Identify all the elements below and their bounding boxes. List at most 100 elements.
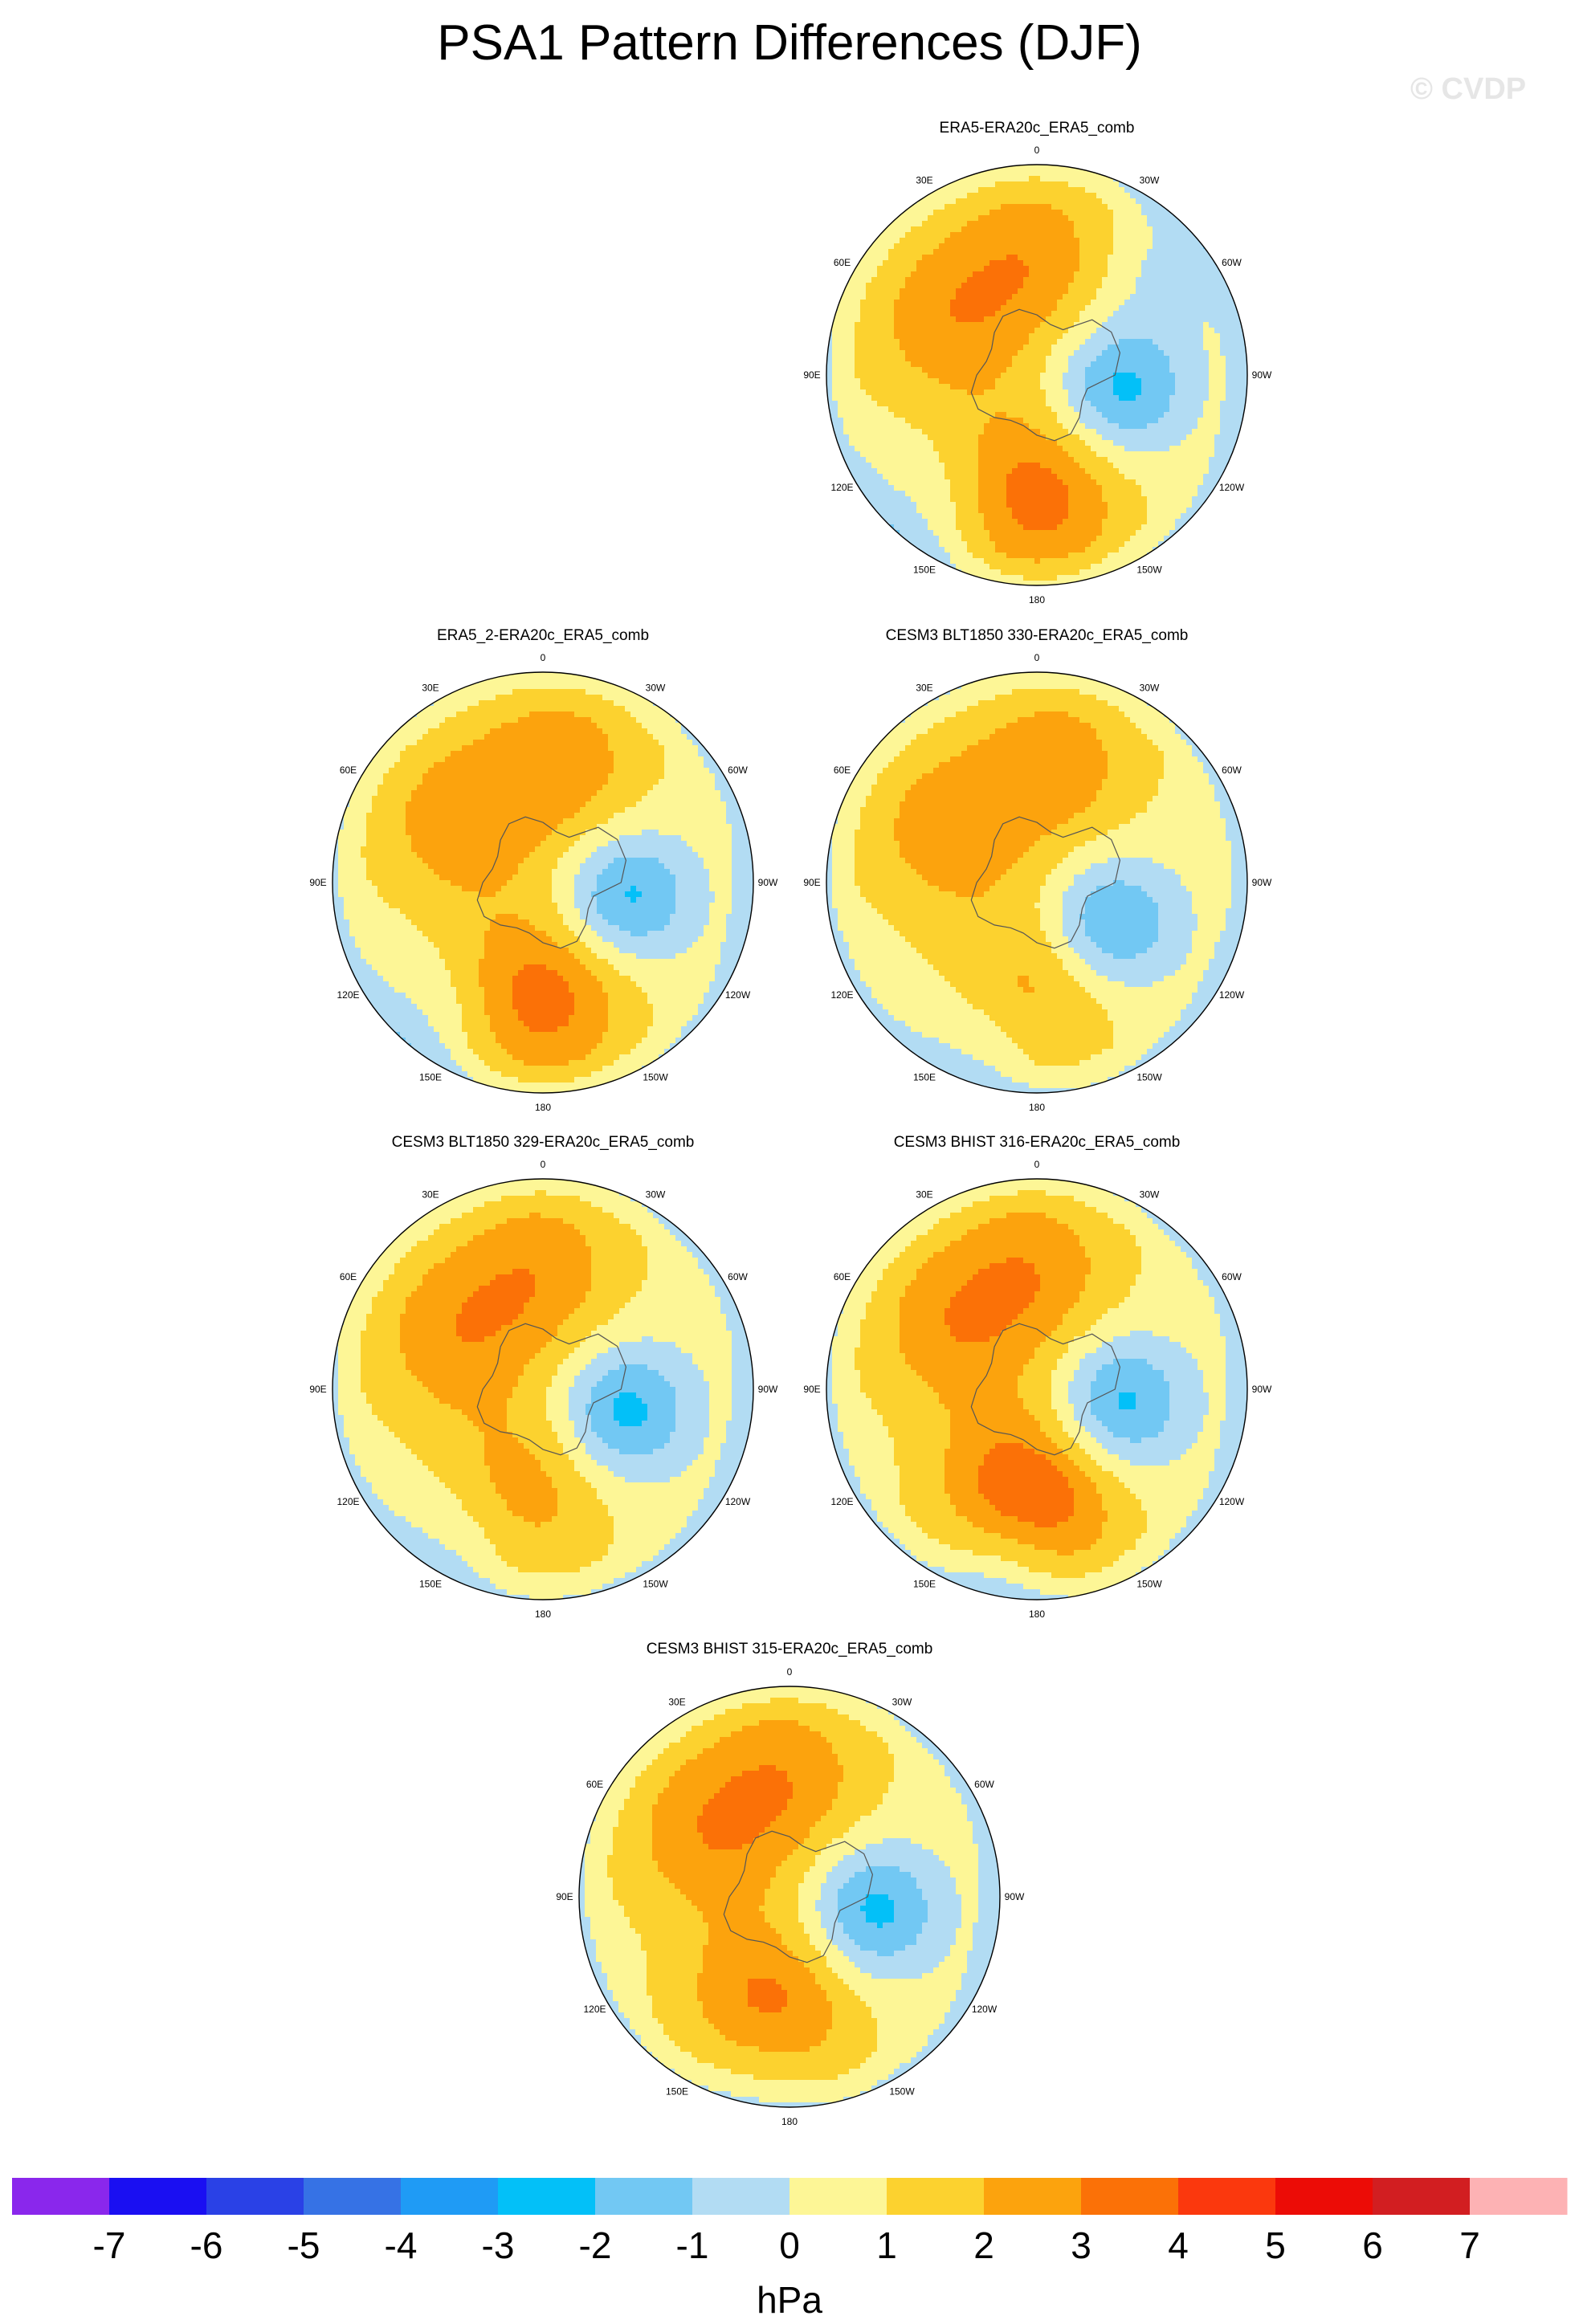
colorbar-swatch [304,2178,402,2215]
longitude-label: 180 [1029,1102,1045,1113]
longitude-label: 60E [834,764,851,776]
longitude-label: 180 [1029,1608,1045,1620]
longitude-label: 30E [422,683,439,694]
colorbar-swatch [692,2178,790,2215]
longitude-label: 60W [728,1271,748,1282]
shaded-field [826,672,1247,1093]
antarctica-coastline [970,308,1121,442]
colorbar-swatch [1081,2178,1179,2215]
panel-title-3: CESM3 BLT1850 330-ERA20c_ERA5_comb [886,627,1189,644]
longitude-label: 30E [916,683,932,694]
longitude-label: 30E [422,1189,439,1201]
longitude-label: 180 [781,2116,798,2127]
longitude-label: 120E [830,482,853,493]
colorbar-swatch [12,2178,110,2215]
shaded-field [826,1179,1247,1600]
shaded-field [333,672,753,1093]
map-panel-6: 0 30E 60E 90E 120E 150E 180 150W 120W 90W 60W 30W [556,1666,1025,2127]
longitude-label: 120W [725,1496,751,1507]
antarctica-coastline [723,1830,874,1963]
longitude-label: 180 [1029,594,1045,605]
longitude-label: 90W [1252,877,1272,888]
antarctica-coastline [476,816,627,949]
longitude-label: 30E [668,1697,685,1708]
colorbar-tick-label: -7 [93,2224,126,2266]
colorbar-swatch [401,2178,499,2215]
longitude-label: 150E [419,1072,442,1083]
colorbar-tick-label: 2 [973,2224,994,2266]
map-panel-4: 0 30E 60E 90E 120E 150E 180 150W 120W 90W 60W 30W [309,1159,778,1620]
longitude-label: 90E [803,877,820,888]
colorbar-tick-label: 4 [1168,2224,1189,2266]
colorbar-tick-label: -6 [190,2224,223,2266]
longitude-label: 90W [758,877,778,888]
longitude-label: 150W [643,1072,668,1083]
longitude-label: 60E [586,1779,603,1790]
antarctica-coastline [970,816,1121,949]
longitude-label: 0 [1034,652,1040,663]
longitude-label: 90W [1252,1384,1272,1395]
colorbar-tick-label: -3 [482,2224,515,2266]
panel-title-2: ERA5_2-ERA20c_ERA5_comb [437,627,649,644]
longitude-label: 0 [787,1666,793,1678]
longitude-label: 0 [1034,145,1040,156]
longitude-label: 120E [830,1496,853,1507]
map-panel-5: 0 30E 60E 90E 120E 150E 180 150W 120W 90W 60W 30W [803,1159,1272,1620]
colorbar-swatch [984,2178,1082,2215]
antarctica-coastline [970,1323,1121,1456]
longitude-label: 90E [556,1891,573,1902]
longitude-label: 60W [1222,1271,1242,1282]
colorbar-units: hPa [757,2279,822,2321]
longitude-label: 120E [830,989,853,1001]
colorbar-tick-label: 6 [1362,2224,1383,2266]
longitude-label: 120W [1219,482,1245,493]
panel-title-4: CESM3 BLT1850 329-ERA20c_ERA5_comb [392,1134,695,1151]
figure-title: PSA1 Pattern Differences (DJF) [0,14,1579,71]
longitude-label: 150E [666,2086,688,2098]
longitude-label: 30W [1140,175,1160,186]
longitude-label: 120E [583,2004,606,2015]
shaded-field [826,165,1247,585]
watermark: © CVDP [1410,72,1526,107]
longitude-label: 60W [728,764,748,776]
shaded-field [579,1686,1000,2107]
colorbar-swatch [790,2178,887,2215]
longitude-label: 180 [535,1608,551,1620]
longitude-label: 150W [1136,565,1162,576]
longitude-label: 60W [974,1779,994,1790]
longitude-label: 30W [1140,683,1160,694]
longitude-label: 150E [419,1579,442,1590]
shaded-field [333,1179,753,1600]
map-panel-2: 0 30E 60E 90E 120E 150E 180 150W 120W 90W 60W 30W [309,652,778,1113]
longitude-label: 60E [834,257,851,268]
longitude-label: 90E [803,1384,820,1395]
colorbar-tick-label: 3 [1071,2224,1091,2266]
longitude-label: 60E [834,1271,851,1282]
longitude-label: 30W [1140,1189,1160,1201]
colorbar-swatch [498,2178,596,2215]
map-border [332,671,754,1094]
colorbar-tick-label: -5 [288,2224,320,2266]
longitude-label: 150W [1136,1579,1162,1590]
map-panel-3: 0 30E 60E 90E 120E 150E 180 150W 120W 90W 60W 30W [803,652,1272,1113]
longitude-label: 30W [892,1697,912,1708]
longitude-label: 30W [646,1189,666,1201]
colorbar-tick-label: 7 [1459,2224,1480,2266]
colorbar-swatch [887,2178,985,2215]
longitude-label: 90W [1005,1891,1025,1902]
longitude-label: 150E [913,1072,936,1083]
longitude-label: 60E [340,764,357,776]
colorbar-tick-label: 0 [779,2224,800,2266]
colorbar-swatch [1470,2178,1568,2215]
colorbar-swatch [1178,2178,1276,2215]
colorbar-tick-label: 1 [876,2224,897,2266]
colorbar-swatch [1275,2178,1373,2215]
longitude-label: 0 [1034,1159,1040,1170]
longitude-label: 30E [916,1189,932,1201]
longitude-label: 30W [646,683,666,694]
longitude-label: 30E [916,175,932,186]
longitude-label: 120W [1219,1496,1245,1507]
longitude-label: 150W [643,1579,668,1590]
longitude-label: 120E [337,1496,359,1507]
